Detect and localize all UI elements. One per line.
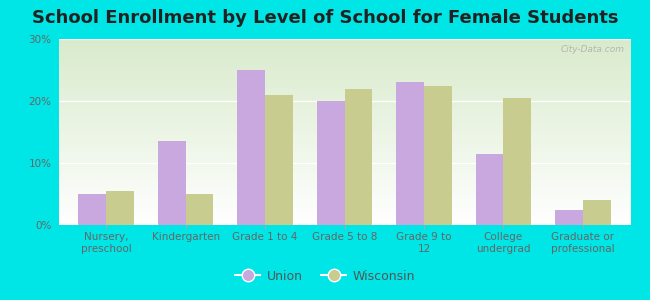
Bar <box>317 101 345 225</box>
Bar <box>476 154 503 225</box>
Text: City-Data.com: City-Data.com <box>561 45 625 54</box>
Bar <box>237 70 265 225</box>
Bar <box>555 209 583 225</box>
Text: School Enrollment by Level of School for Female Students: School Enrollment by Level of School for… <box>32 9 618 27</box>
Bar <box>503 98 531 225</box>
Bar <box>158 141 186 225</box>
Bar <box>186 194 213 225</box>
Bar <box>583 200 610 225</box>
Bar <box>396 82 424 225</box>
Bar <box>79 194 106 225</box>
Bar <box>344 88 372 225</box>
Legend: Union, Wisconsin: Union, Wisconsin <box>230 265 420 288</box>
Bar <box>424 85 452 225</box>
Bar <box>265 95 293 225</box>
Bar <box>106 191 134 225</box>
